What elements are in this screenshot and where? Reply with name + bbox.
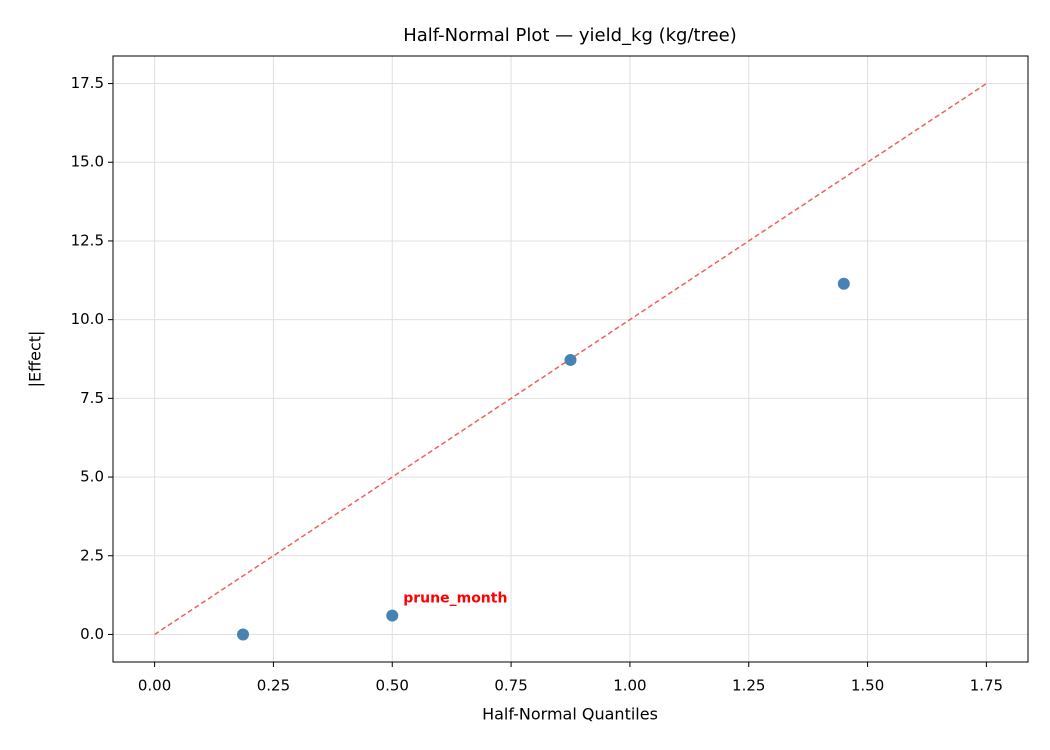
x-tick-label: 1.25 [732,677,765,695]
plot-frame [112,55,1029,663]
chart-title: Half-Normal Plot — yield_kg (kg/tree) [403,25,737,46]
y-tick-label: 12.5 [71,231,104,249]
y-axis-label: |Effect| [26,331,45,388]
x-tick-label: 0.25 [257,677,290,695]
y-tick-label: 2.5 [80,546,104,564]
x-tick-label: 0.75 [494,677,527,695]
x-tick-label: 1.50 [851,677,884,695]
point [564,353,577,366]
y-tick-label: 17.5 [71,74,104,92]
x-tick-label: 0.00 [138,677,171,695]
point [237,628,250,641]
y-tick-label: 0.0 [80,625,104,643]
x-axis-label: Half-Normal Quantiles [482,705,658,724]
x-tick-label: 1.75 [970,677,1003,695]
y-tick-label: 5.0 [80,468,104,486]
point-label: prune_month [403,591,507,607]
x-tick-label: 1.00 [613,677,646,695]
y-tick-label: 15.0 [71,153,104,171]
y-tick-label: 7.5 [80,389,104,407]
x-tick-label: 0.50 [376,677,409,695]
y-tick-label: 10.0 [71,310,104,328]
point [386,609,399,622]
point [837,277,850,290]
